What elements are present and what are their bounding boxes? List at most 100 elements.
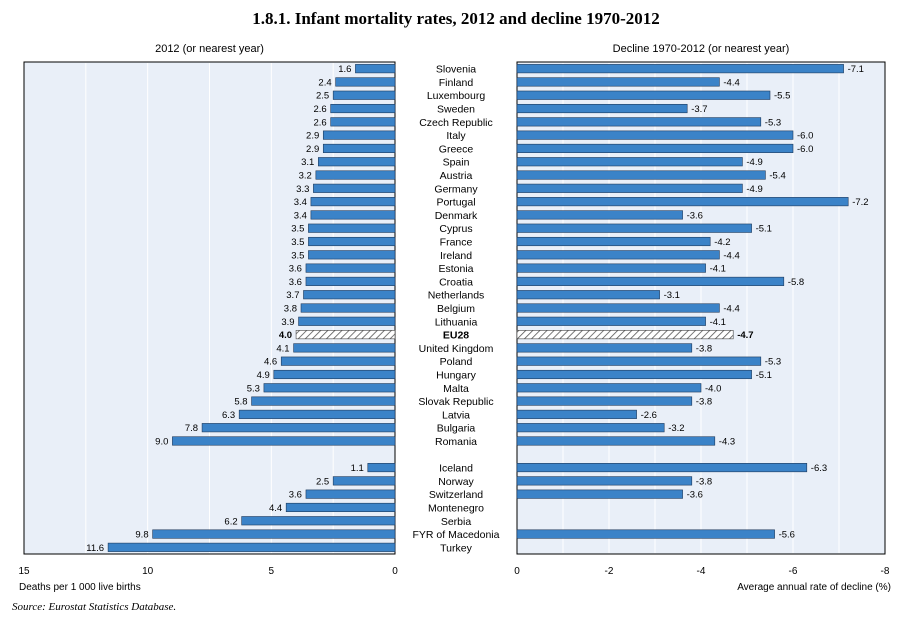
country-label: Sweden <box>437 104 475 116</box>
left-bar <box>313 183 396 193</box>
left-bar-label: 4.9 <box>257 370 270 381</box>
left-bar-label: 4.6 <box>264 357 277 368</box>
country-label: Lithuania <box>435 316 478 328</box>
right-bar <box>516 183 743 193</box>
left-bar-label: 5.8 <box>234 397 247 408</box>
country-label: Romania <box>435 436 477 448</box>
right-bar <box>516 356 762 366</box>
left-bar <box>355 64 396 74</box>
right-bar-label: -3.6 <box>687 210 703 221</box>
left-bar <box>322 130 396 140</box>
left-bar <box>298 316 396 326</box>
left-bar-label: 6.2 <box>224 516 237 527</box>
right-bar-label: -6.0 <box>797 144 813 155</box>
right-bar-label: -3.8 <box>696 476 712 487</box>
left-bar-label: 3.5 <box>291 237 304 248</box>
right-bar-label: -3.7 <box>691 104 707 115</box>
left-bar-label: 2.9 <box>306 131 319 142</box>
right-bar-label: -7.1 <box>848 64 864 75</box>
left-bar <box>107 542 396 552</box>
right-bar <box>516 170 766 180</box>
right-bar <box>516 290 660 300</box>
country-label: Belgium <box>437 303 475 315</box>
right-bar-label: -7.2 <box>852 197 868 208</box>
left-bar-label: 9.8 <box>135 530 148 541</box>
country-label: Slovenia <box>436 64 476 76</box>
left-bar-label: 2.5 <box>316 91 329 102</box>
right-bar <box>516 369 752 380</box>
left-bar-label: 3.6 <box>289 264 302 275</box>
left-panel-title: 2012 (or nearest year) <box>155 43 264 55</box>
country-label: Hungary <box>436 369 476 381</box>
country-label: Latvia <box>442 409 470 421</box>
country-label: Serbia <box>441 516 472 528</box>
country-label: Croatia <box>439 276 473 288</box>
left-bar-label: 4.1 <box>276 343 289 354</box>
left-bar <box>280 356 396 366</box>
right-bar-label: -3.8 <box>696 343 712 354</box>
country-label: United Kingdom <box>419 343 494 355</box>
country-label: Italy <box>446 130 466 142</box>
right-bar-label: -3.8 <box>696 397 712 408</box>
right-x-tick-label: -6 <box>789 566 798 577</box>
right-bar <box>516 436 716 446</box>
left-bar-label: 3.4 <box>294 210 307 221</box>
left-panel: 1.6 2.4 2.5 2.6 2.6 2.9 2.9 3.1 3.2 3.3 3.4 3.4 3.5 3… <box>18 61 398 593</box>
right-bar <box>516 210 683 220</box>
left-x-tick-label: 5 <box>269 566 275 577</box>
left-bar-label: 3.3 <box>296 184 309 195</box>
left-bar <box>285 502 396 513</box>
right-bar <box>516 90 771 100</box>
left-bar-label: 3.8 <box>284 304 297 315</box>
right-bar <box>516 197 849 207</box>
right-bar <box>516 143 794 153</box>
left-x-tick-label: 10 <box>142 566 154 577</box>
left-bar-label: 3.6 <box>289 277 302 288</box>
right-bar <box>516 476 693 486</box>
country-label: Estonia <box>438 263 473 275</box>
country-label: France <box>440 237 473 249</box>
country-label: Turkey <box>440 542 472 554</box>
left-bar-label: 7.8 <box>185 423 198 434</box>
right-bar <box>516 423 665 433</box>
right-x-tick-label: -4 <box>697 566 706 577</box>
country-label: Greece <box>439 143 474 155</box>
right-bar <box>516 263 706 273</box>
left-x-tick-label: 0 <box>392 566 398 577</box>
right-bar <box>516 157 743 167</box>
right-bar-label: -4.9 <box>746 184 762 195</box>
right-bar <box>516 303 720 313</box>
left-bar <box>308 250 396 260</box>
right-bar <box>516 463 808 473</box>
right-bar <box>516 236 711 247</box>
right-panel-title: Decline 1970-2012 (or nearest year) <box>612 43 790 55</box>
left-bar <box>318 157 396 167</box>
right-bar-label: -4.7 <box>737 330 753 341</box>
left-bar-label: 2.6 <box>313 104 326 115</box>
right-bar-label: -5.6 <box>779 530 795 541</box>
left-bar-label: 3.9 <box>281 317 294 328</box>
right-bar-label: -5.3 <box>765 357 781 368</box>
right-bar-label: -5.8 <box>788 277 804 288</box>
right-x-tick-label: -2 <box>605 566 614 577</box>
left-bar-label: 5.3 <box>247 383 260 394</box>
left-bar <box>310 197 396 207</box>
left-bar <box>300 303 396 313</box>
left-bar <box>335 77 396 87</box>
right-bar <box>516 343 693 353</box>
right-bar-label: -4.4 <box>723 250 739 261</box>
right-bar-label: -5.1 <box>756 224 772 235</box>
figure-title: 1.8.1. Infant mortality rates, 2012 and … <box>252 9 660 28</box>
left-bar <box>315 170 396 180</box>
left-bar-label: 3.5 <box>291 250 304 261</box>
left-bar <box>308 223 396 233</box>
right-bar-label: -6.0 <box>797 131 813 142</box>
left-bar <box>332 90 396 100</box>
left-bar <box>295 330 396 340</box>
country-label: Switzerland <box>429 489 483 501</box>
left-bar-label: 3.1 <box>301 157 314 168</box>
left-bar <box>201 423 396 433</box>
right-bar-label: -4.3 <box>719 436 735 447</box>
right-bar <box>516 316 706 326</box>
